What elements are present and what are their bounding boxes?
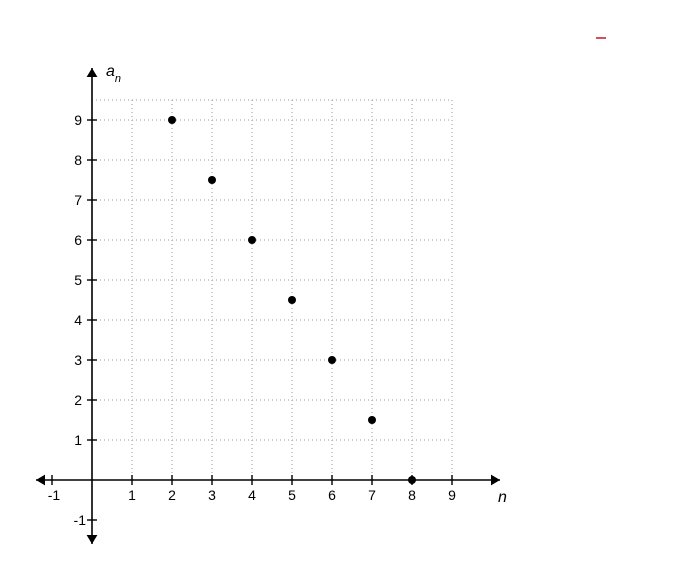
- data-point: [248, 236, 256, 244]
- scatter-chart: -1123456789-1123456789ann: [0, 0, 696, 570]
- x-tick-label: 1: [128, 487, 136, 503]
- x-axis-label: n: [498, 489, 507, 506]
- y-tick-label: 8: [74, 152, 82, 168]
- x-tick-label: 4: [248, 487, 256, 503]
- y-tick-label: 7: [74, 192, 82, 208]
- y-tick-label: 6: [74, 232, 82, 248]
- data-point: [168, 116, 176, 124]
- data-point: [408, 476, 416, 484]
- data-point: [368, 416, 376, 424]
- y-tick-label: 9: [74, 112, 82, 128]
- data-point: [208, 176, 216, 184]
- x-tick-label: 2: [168, 487, 176, 503]
- x-tick-label: 5: [288, 487, 296, 503]
- y-tick-label: -1: [74, 512, 87, 528]
- y-tick-label: 5: [74, 272, 82, 288]
- x-tick-label: 6: [328, 487, 336, 503]
- y-tick-label: 4: [74, 312, 82, 328]
- x-tick-label: 3: [208, 487, 216, 503]
- x-tick-label: 8: [408, 487, 416, 503]
- x-tick-label: 7: [368, 487, 376, 503]
- data-point: [328, 356, 336, 364]
- y-tick-label: 2: [74, 392, 82, 408]
- y-tick-label: 1: [74, 432, 82, 448]
- x-tick-label: -1: [48, 487, 61, 503]
- x-tick-label: 9: [448, 487, 456, 503]
- data-point: [288, 296, 296, 304]
- y-tick-label: 3: [74, 352, 82, 368]
- chart-canvas: -1123456789-1123456789ann: [0, 0, 696, 570]
